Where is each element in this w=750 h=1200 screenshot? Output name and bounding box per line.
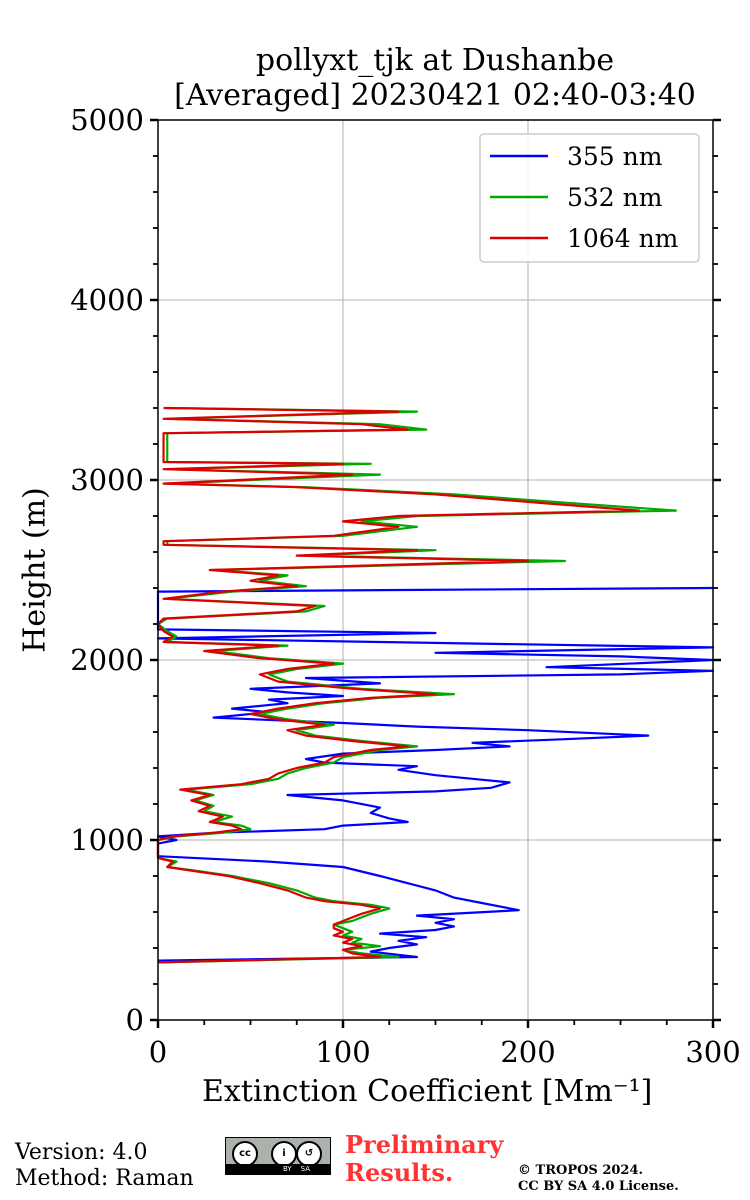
x-tick-label-200: 200 [500,1035,555,1069]
legend-label-1064-nm: 1064 nm [567,224,679,253]
series-line-1064-nm [156,406,641,964]
cc-icon: cc [232,1141,258,1167]
x-tick-label-100: 100 [315,1035,370,1069]
series-line-532-nm [156,406,678,964]
copyright-line-1: © TROPOS 2024. [518,1163,644,1178]
by-icon: i [271,1141,297,1167]
x-tick-label-300: 300 [685,1035,740,1069]
legend-label-532-nm: 532 nm [567,183,663,212]
method-text: Method: Raman [15,1166,194,1191]
y-axis-label: Height (m) [17,487,53,653]
preliminary-line-1: Preliminary [345,1130,504,1159]
copyright-text: © TROPOS 2024. CC BY SA 4.0 License. [518,1163,679,1195]
y-tick-label-3000: 3000 [70,463,144,497]
cc-badge-caption: BY SA [226,1164,330,1174]
y-tick-label-4000: 4000 [70,283,144,317]
chart-title-line-2: [Averaged] 20230421 02:40-03:40 [174,78,696,113]
chart-title-line-1: pollyxt_tjk at Dushanbe [255,43,615,78]
cc-sa-text: SA [300,1165,310,1173]
version-text: Version: 4.0 [15,1140,148,1165]
preliminary-line-2: Results. [345,1158,454,1187]
preliminary-results-text: Preliminary Results. [345,1131,503,1187]
x-axis-label: Extinction Coefficient [Mm⁻¹] [202,1074,653,1109]
y-tick-label-2000: 2000 [70,643,144,677]
x-tick-label-0: 0 [149,1035,167,1069]
cc-license-badge: cc i ↺ BY SA [225,1137,331,1175]
y-tick-label-5000: 5000 [70,103,144,137]
legend-label-355-nm: 355 nm [567,142,663,171]
y-tick-label-1000: 1000 [70,823,144,857]
series-line-355-nm [156,586,715,962]
cc-by-text: BY [283,1165,292,1173]
legend-box [479,133,700,263]
y-tick-label-0: 0 [126,1003,144,1037]
copyright-line-2: CC BY SA 4.0 License. [518,1179,679,1194]
